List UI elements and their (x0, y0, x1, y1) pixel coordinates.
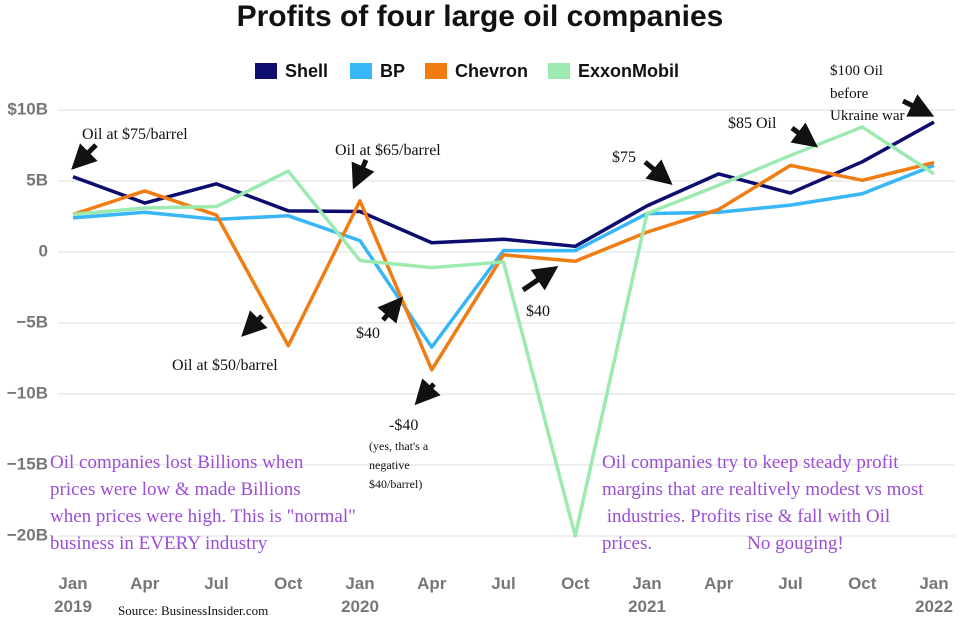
y-tick-label: 0 (39, 241, 48, 260)
x-tick-label: Apr (417, 574, 447, 593)
annotation: Oil at $75/barrel (82, 126, 188, 143)
annotation: $40 (356, 325, 380, 342)
x-tick-label: Jul (491, 574, 516, 593)
arrows (71, 94, 935, 406)
x-tick-label: Jan 2020 (341, 574, 379, 616)
series-line (72, 125, 935, 538)
x-tick-label: Apr (704, 574, 734, 593)
annotation: $40 (526, 303, 550, 320)
annotation: Oil companies lost Billions when prices … (50, 452, 356, 554)
y-tick-label: −20B (7, 525, 48, 544)
arrow (351, 158, 375, 190)
arrow (521, 265, 559, 293)
annotation: (yes, that's a negative $40/barrel) (369, 439, 429, 492)
source: Source: BusinessInsider.com (118, 603, 269, 618)
arrow (414, 378, 441, 406)
x-tick-label: Jan 2022 (915, 574, 953, 616)
x-tick-label: Oct (274, 574, 303, 593)
arrow (377, 296, 404, 324)
series-line (72, 160, 935, 372)
legend-label: ExxonMobil (578, 61, 679, 81)
arrow (643, 159, 673, 186)
x-tick-label: Jul (778, 574, 803, 593)
x-tick-label: Apr (130, 574, 160, 593)
series-line (72, 120, 935, 249)
annotation: Oil at $50/barrel (172, 357, 278, 374)
legend-swatch (255, 63, 277, 79)
x-tick-label: Jan 2019 (54, 574, 92, 616)
annotation: $85 Oil (728, 115, 777, 132)
x-tick-label: Jan 2021 (628, 574, 666, 616)
annotation: $100 Oil before Ukraine war (830, 63, 905, 124)
y-tick-label: −5B (16, 312, 48, 331)
arrow (901, 94, 935, 117)
annotation: -$40 (389, 417, 419, 434)
legend-swatch (350, 63, 372, 79)
y-tick-label: −15B (7, 454, 48, 473)
annotation: Oil companies try to keep steady profit … (602, 452, 924, 554)
y-tick-label: −10B (7, 383, 48, 402)
x-tick-label: Jul (204, 574, 229, 593)
arrow (241, 310, 268, 337)
series-line (72, 163, 935, 349)
x-tick-label: Oct (848, 574, 877, 593)
chart-title: Profits of four large oil companies (237, 0, 724, 33)
legend-swatch (548, 63, 570, 79)
y-tick-label: $10B (7, 99, 48, 118)
arrow (790, 122, 818, 148)
legend-label: BP (380, 61, 405, 81)
annotation: $75 (612, 149, 636, 166)
legend-swatch (425, 63, 447, 79)
x-tick-label: Oct (561, 574, 590, 593)
y-tick-label: 5B (26, 170, 48, 189)
legend-label: Shell (285, 61, 328, 81)
arrow (71, 143, 98, 170)
legend-label: Chevron (455, 61, 528, 81)
annotation: Oil at $65/barrel (335, 142, 441, 159)
